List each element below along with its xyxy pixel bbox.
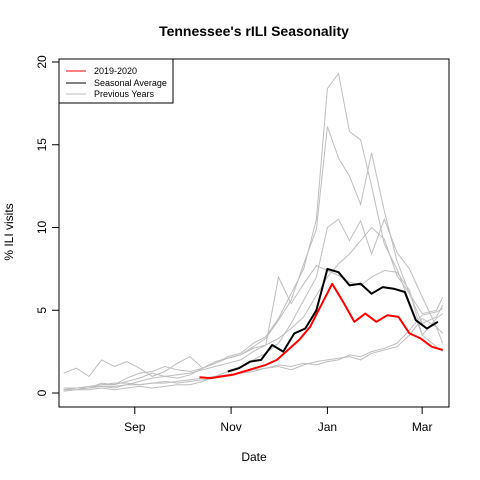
y-axis: 0 5 10 15 20 xyxy=(35,55,60,396)
x-axis-label: Date xyxy=(241,450,267,464)
seasonal-average-line xyxy=(227,267,439,373)
x-tick-label: Mar xyxy=(412,420,433,434)
legend-label-previous: Previous Years xyxy=(94,89,155,99)
x-tick-label: Nov xyxy=(220,420,241,434)
legend: 2019-2020 Seasonal Average Previous Year… xyxy=(58,58,174,104)
legend-label-current: 2019-2020 xyxy=(94,66,137,76)
x-tick-label: Sep xyxy=(124,420,146,434)
x-tick-label: Jan xyxy=(318,420,337,434)
legend-box xyxy=(58,58,174,104)
chart-title: Tennessee's rILI Seasonality xyxy=(159,23,349,39)
y-tick-label: 10 xyxy=(35,221,49,235)
previous-year-line-7 xyxy=(63,308,443,391)
previous-years-lines xyxy=(63,72,444,392)
y-tick-label: 15 xyxy=(35,138,49,152)
previous-year-line-4 xyxy=(63,217,444,392)
legend-label-average: Seasonal Average xyxy=(94,78,167,88)
main-series-lines xyxy=(199,267,443,380)
x-axis: Sep Nov Jan Mar xyxy=(124,406,433,434)
previous-year-line-5 xyxy=(63,264,444,391)
previous-year-line-1 xyxy=(63,72,444,378)
y-tick-label: 20 xyxy=(35,55,49,69)
previous-year-line-6 xyxy=(63,317,444,389)
y-tick-label: 5 xyxy=(35,307,49,314)
current-season-line xyxy=(199,282,443,380)
previous-year-line-2 xyxy=(63,126,444,391)
previous-year-line-3 xyxy=(63,226,444,391)
y-tick-label: 0 xyxy=(35,389,49,396)
plot-frame xyxy=(58,58,450,408)
y-axis-label: % ILI visits xyxy=(2,203,16,260)
